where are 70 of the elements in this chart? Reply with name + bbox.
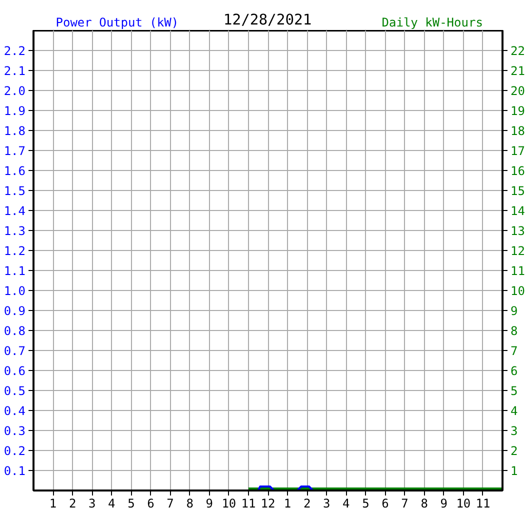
y2-tick-label: 22 [510,44,525,58]
y-tick-label: 2.1 [4,64,26,78]
y-tick-label: 1.1 [4,264,26,278]
x-tick-label: 3 [88,496,96,510]
x-tick-label: 2 [303,496,311,510]
y2-tick-label: 20 [510,84,525,98]
x-tick-label: 1 [284,496,292,510]
x-tick-label: 2 [68,496,76,510]
y2-tick-label: 11 [510,264,525,278]
y2-tick-label: 4 [510,404,518,418]
y-tick-label: 1.0 [4,284,26,298]
x-tick-label: 6 [147,496,154,510]
x-tick-label: 4 [342,496,350,510]
y-tick-label: 0.8 [4,324,26,338]
x-tick-label: 11 [241,496,256,510]
y2-tick-label: 6 [510,364,518,378]
y2-tick-label: 3 [510,424,518,438]
y2-tick-label: 15 [510,184,525,198]
y2-tick-label: 7 [510,344,518,358]
y-tick-label: 2.2 [4,44,26,58]
x-tick-label: 6 [382,496,389,510]
chart-title: 12/28/2021 [223,12,312,28]
y2-tick-label: 2 [510,444,518,458]
y-tick-label: 0.6 [4,364,26,378]
x-tick-label: 5 [362,496,370,510]
y2-tick-label: 8 [510,324,518,338]
y2-tick-label: 14 [510,204,525,218]
y-tick-label: 1.4 [4,204,26,218]
x-tick-label: 5 [128,496,135,510]
y2-tick-label: 17 [510,144,525,158]
x-tick-label: 4 [108,496,116,510]
y-tick-label: 2.0 [4,84,26,98]
y2-tick-label: 12 [510,244,525,258]
y-axis-title: Power Output (kW) [56,16,179,30]
y2-tick-label: 18 [510,124,525,138]
x-tick-label: 12 [260,496,276,510]
x-tick-label: 8 [420,496,428,510]
x-tick-label: 7 [166,496,174,510]
y-tick-label: 0.3 [4,424,26,438]
y2-tick-label: 10 [510,284,525,298]
y-tick-label: 1.8 [4,124,26,138]
x-tick-label: 9 [206,496,213,510]
y2-axis-title: Daily kW-Hours [382,16,483,30]
x-tick-label: 7 [401,496,408,510]
x-tick-label: 3 [323,496,330,510]
y-tick-label: 0.5 [4,384,26,398]
y-tick-label: 0.4 [4,404,26,418]
x-tick-label: 10 [456,496,471,510]
y-tick-label: 0.9 [4,304,26,318]
y2-tick-label: 13 [510,224,525,238]
y2-tick-label: 5 [510,384,518,398]
y2-tick-label: 21 [510,64,525,78]
y-tick-label: 0.7 [4,344,26,358]
y2-tick-label: 1 [510,464,518,478]
y-tick-label: 1.5 [4,184,26,198]
x-tick-label: 9 [440,496,448,510]
y-tick-label: 1.3 [4,224,26,238]
y-tick-label: 0.1 [4,464,26,478]
y2-tick-label: 9 [510,304,518,318]
x-tick-label: 11 [476,496,490,510]
y-tick-label: 1.7 [4,144,26,158]
x-tick-label: 10 [222,496,236,510]
x-tick-label: 8 [186,496,194,510]
y2-tick-label: 19 [510,104,525,118]
y-tick-label: 0.2 [4,444,26,458]
y-tick-label: 1.6 [4,164,26,178]
y2-tick-label: 16 [510,164,525,178]
y-tick-label: 1.9 [4,104,26,118]
x-tick-label: 1 [49,496,57,510]
y-tick-label: 1.2 [4,244,26,258]
